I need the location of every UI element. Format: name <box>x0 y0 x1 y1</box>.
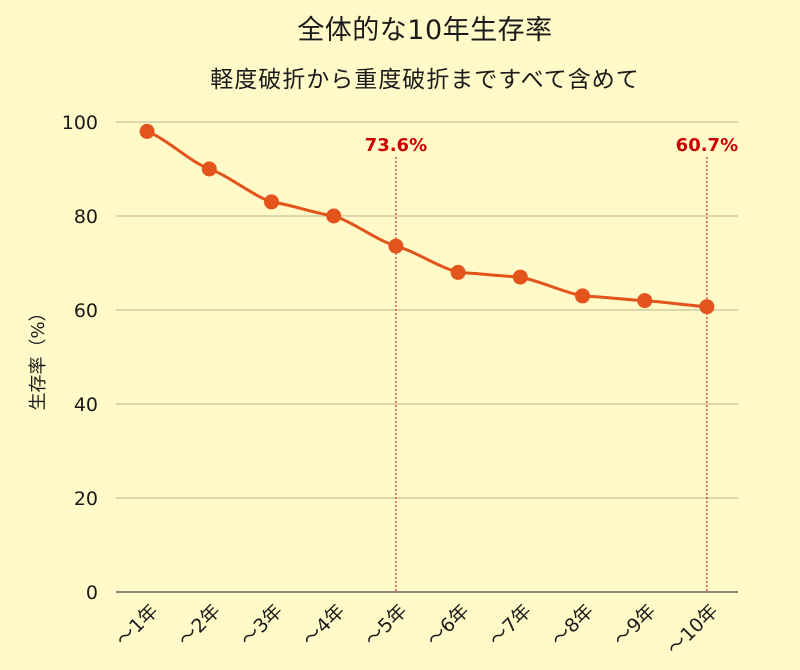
x-tick-label: ～1年 <box>112 600 163 651</box>
data-point <box>326 208 342 224</box>
x-tick-label: ～9年 <box>609 600 660 651</box>
x-tick-label: ～10年 <box>663 600 723 660</box>
data-point <box>201 161 217 177</box>
x-tick-label: ～7年 <box>485 600 536 651</box>
y-tick-label: 0 <box>86 582 98 604</box>
chart-title: 全体的な10年生存率 <box>297 15 553 46</box>
data-point <box>637 293 653 309</box>
data-point <box>139 123 155 139</box>
y-tick-label: 60 <box>74 300 98 322</box>
data-point <box>264 194 279 210</box>
data-point <box>575 288 590 304</box>
data-point <box>512 269 528 285</box>
y-tick-label: 80 <box>74 206 98 228</box>
x-tick-label: ～2年 <box>174 600 225 651</box>
y-tick-label: 20 <box>74 488 98 510</box>
x-tick-label: ～5年 <box>360 600 411 651</box>
x-tick-label: ～4年 <box>298 600 349 651</box>
y-axis-label: 生存率（%） <box>28 303 49 410</box>
data-point <box>699 299 715 315</box>
series-line <box>146 130 707 309</box>
y-tick-label: 100 <box>62 112 98 134</box>
chart-subtitle: 軽度破折から重度破折まですべて含めて <box>210 67 640 93</box>
y-tick-label: 40 <box>74 394 98 416</box>
x-tick-label: ～8年 <box>547 600 598 651</box>
data-point <box>388 238 404 254</box>
x-tick-label: ～3年 <box>236 600 287 651</box>
data-point <box>450 264 466 280</box>
annotation-label: 73.6% <box>365 135 427 156</box>
x-tick-label: ～6年 <box>423 600 474 651</box>
annotation-label: 60.7% <box>676 135 738 156</box>
